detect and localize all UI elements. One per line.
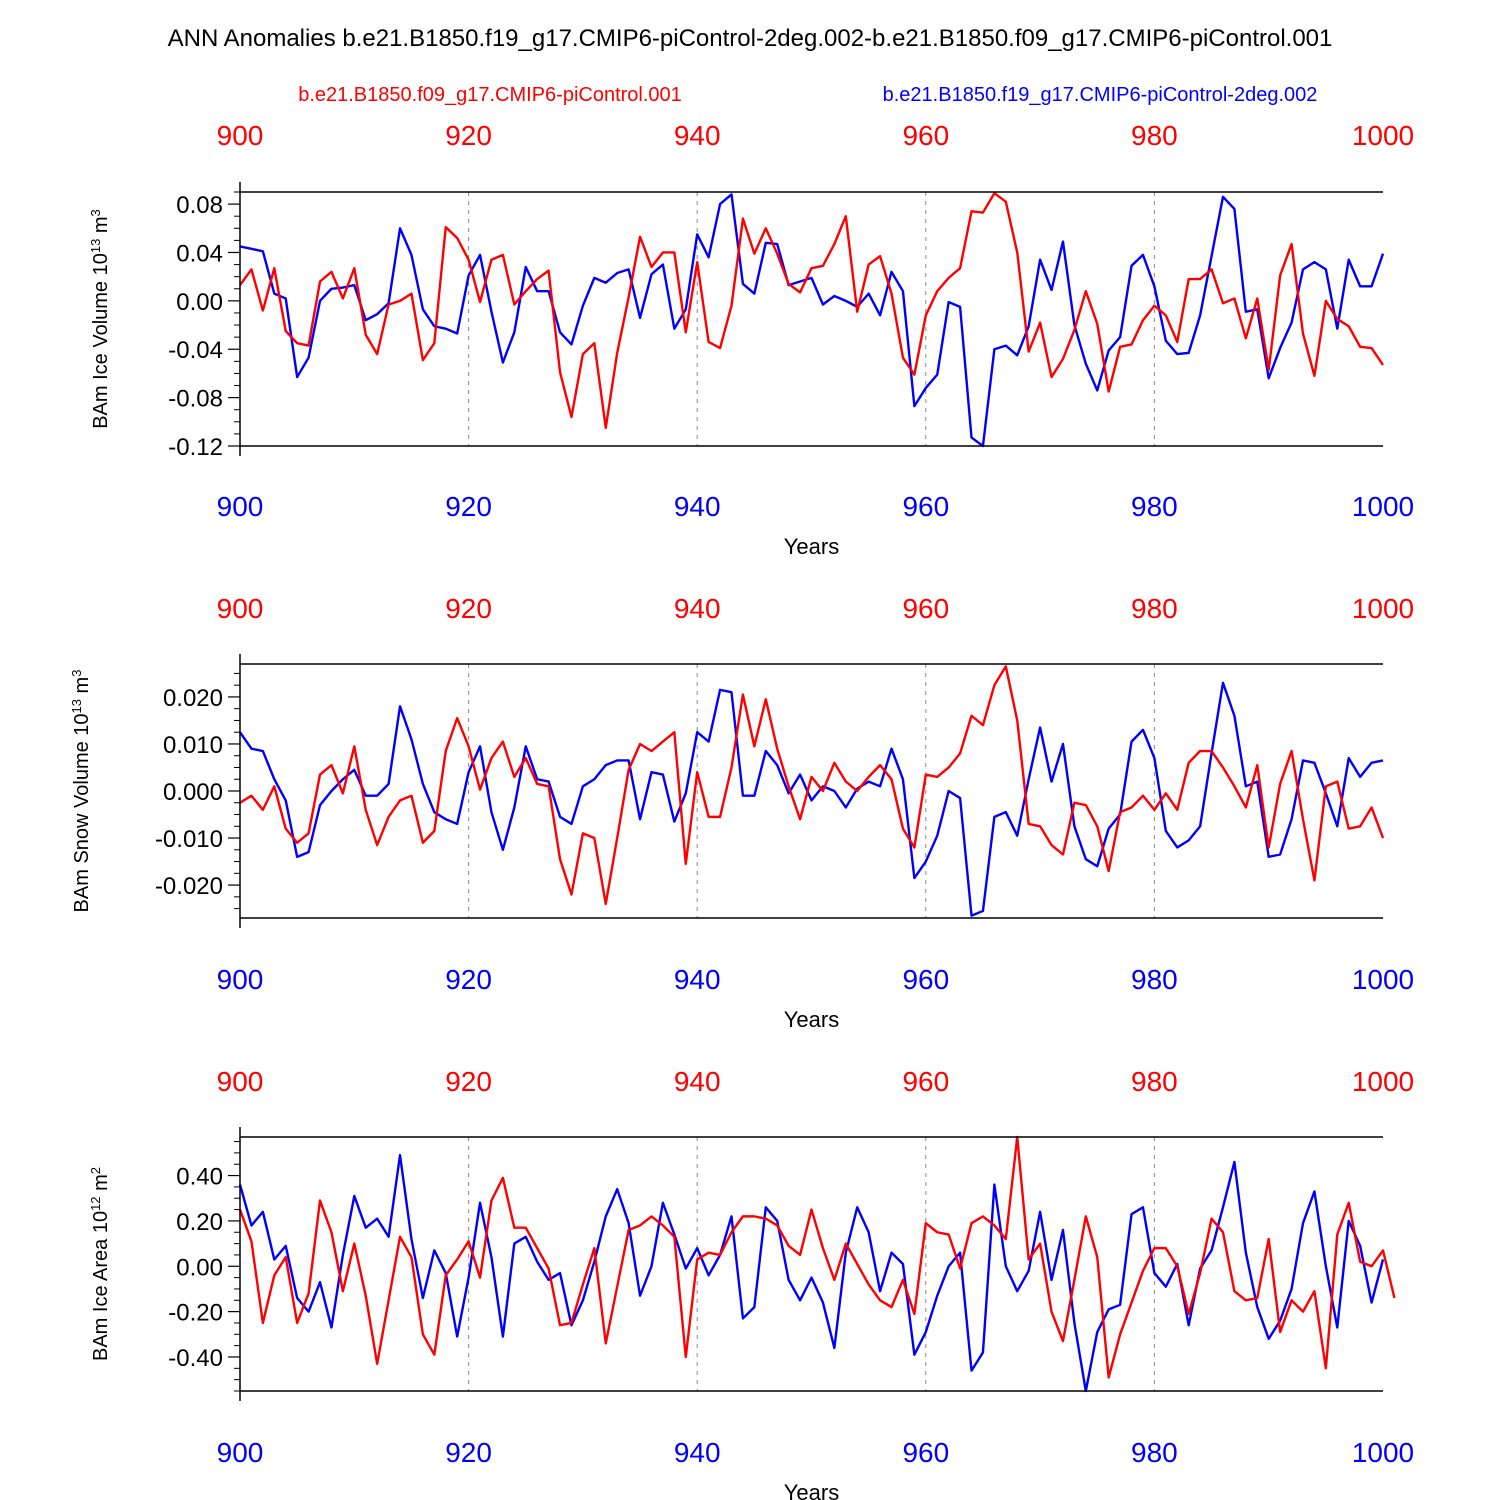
x-top-tick-label: 1000 xyxy=(1352,1066,1414,1097)
y-tick-label: -0.04 xyxy=(168,337,223,364)
y-tick-label: 0.00 xyxy=(176,1254,223,1281)
x-bottom-tick-label: 1000 xyxy=(1352,491,1414,522)
series-line xyxy=(239,193,1385,448)
y-tick-label: 0.04 xyxy=(176,240,223,267)
x-axis-label: Years xyxy=(784,1480,839,1500)
y-tick-label: 0.020 xyxy=(163,685,223,712)
x-top-tick-label: 980 xyxy=(1131,1066,1178,1097)
y-tick-label: -0.010 xyxy=(155,826,223,853)
legend-entry-f19: b.e21.B1850.f19_g17.CMIP6-piControl-2deg… xyxy=(883,84,1318,106)
y-tick-label: 0.000 xyxy=(163,779,223,806)
y-axis-label: BAm Ice Area 1012 m2 xyxy=(88,1167,113,1361)
panel-2: 0.020 0.010 0.000 -0.010 -0.020 900 920 940 960 9… xyxy=(69,593,1415,1032)
x-bottom-tick-label: 960 xyxy=(902,491,949,522)
y-tick-label: 0.20 xyxy=(176,1209,223,1236)
x-top-tick-label: 980 xyxy=(1131,120,1178,151)
x-bottom-tick-label: 920 xyxy=(445,1437,492,1468)
series-line xyxy=(239,192,1384,430)
series-line xyxy=(238,1153,1385,1393)
x-bottom-tick-label: 920 xyxy=(445,491,492,522)
x-bottom-tick-label: 940 xyxy=(674,1437,721,1468)
figure-title: ANN Anomalies b.e21.B1850.f19_g17.CMIP6-… xyxy=(168,25,1333,52)
x-top-tick-label: 940 xyxy=(674,1066,721,1097)
series-line xyxy=(239,665,1385,906)
x-bottom-tick-label: 960 xyxy=(902,1437,949,1468)
x-top-tick-label: 920 xyxy=(445,1066,492,1097)
x-bottom-tick-label: 980 xyxy=(1131,1437,1178,1468)
x-top-tick-label: 940 xyxy=(674,593,721,624)
x-top-tick-label: 900 xyxy=(217,1066,264,1097)
y-tick-label: 0.08 xyxy=(176,192,223,219)
x-bottom-tick-label: 980 xyxy=(1131,964,1178,995)
legend-entry-f09: b.e21.B1850.f09_g17.CMIP6-piControl.001 xyxy=(298,84,682,106)
panels: 0.08 0.04 0.00 -0.04 -0.08 -0.12 900 920 940 960 9… xyxy=(69,120,1415,1500)
series-line xyxy=(238,1135,1396,1379)
x-bottom-tick-label: 960 xyxy=(902,964,949,995)
x-bottom-tick-label: 940 xyxy=(674,491,721,522)
x-bottom-tick-label: 1000 xyxy=(1352,964,1414,995)
x-top-tick-label: 900 xyxy=(217,120,264,151)
x-bottom-tick-label: 940 xyxy=(674,964,721,995)
x-top-tick-label: 1000 xyxy=(1352,593,1414,624)
x-bottom-tick-label: 900 xyxy=(217,964,264,995)
x-bottom-tick-label: 1000 xyxy=(1352,1437,1414,1468)
x-bottom-tick-label: 900 xyxy=(217,491,264,522)
y-tick-label: -0.12 xyxy=(168,434,223,461)
y-tick-label: -0.020 xyxy=(155,873,223,900)
y-axis-label: BAm Ice Volume 1013 m3 xyxy=(88,209,113,429)
y-tick-label: 0.010 xyxy=(163,732,223,759)
x-top-tick-label: 960 xyxy=(902,1066,949,1097)
panel-3: 0.40 0.20 0.00 -0.20 -0.40 900 920 940 960 980 100… xyxy=(88,1066,1415,1500)
x-bottom-tick-label: 980 xyxy=(1131,491,1178,522)
y-tick-label: 0.40 xyxy=(176,1164,223,1191)
x-axis-label: Years xyxy=(784,1007,839,1032)
series-line xyxy=(239,681,1384,917)
panel-1: 0.08 0.04 0.00 -0.04 -0.08 -0.12 900 920 940 960 9… xyxy=(88,120,1415,559)
y-tick-label: 0.00 xyxy=(176,289,223,316)
x-axis-label: Years xyxy=(784,534,839,559)
y-tick-label: -0.40 xyxy=(168,1345,223,1372)
x-top-tick-label: 960 xyxy=(902,120,949,151)
x-top-tick-label: 960 xyxy=(902,593,949,624)
x-top-tick-label: 920 xyxy=(445,120,492,151)
x-top-tick-label: 1000 xyxy=(1352,120,1414,151)
x-top-tick-label: 900 xyxy=(217,593,264,624)
y-tick-label: -0.20 xyxy=(168,1300,223,1327)
x-bottom-tick-label: 900 xyxy=(217,1437,264,1468)
y-axis-label: BAm Snow Volume 1013 m3 xyxy=(69,670,94,913)
y-tick-label: -0.08 xyxy=(168,386,223,413)
x-top-tick-label: 940 xyxy=(674,120,721,151)
x-bottom-tick-label: 920 xyxy=(445,964,492,995)
x-top-tick-label: 980 xyxy=(1131,593,1178,624)
x-top-tick-label: 920 xyxy=(445,593,492,624)
